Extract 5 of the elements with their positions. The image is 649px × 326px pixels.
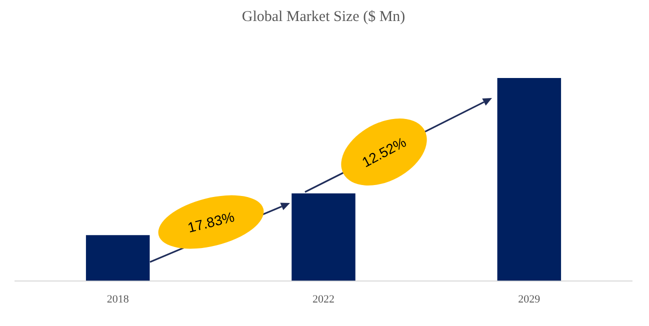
x-tick-label: 2022 — [312, 293, 334, 306]
x-tick-label: 2018 — [106, 293, 130, 306]
x-tick-label: 2029 — [518, 293, 541, 306]
chart-title: Global Market Size ($ Mn) — [242, 8, 406, 25]
annotation: 17.83% — [186, 208, 236, 236]
